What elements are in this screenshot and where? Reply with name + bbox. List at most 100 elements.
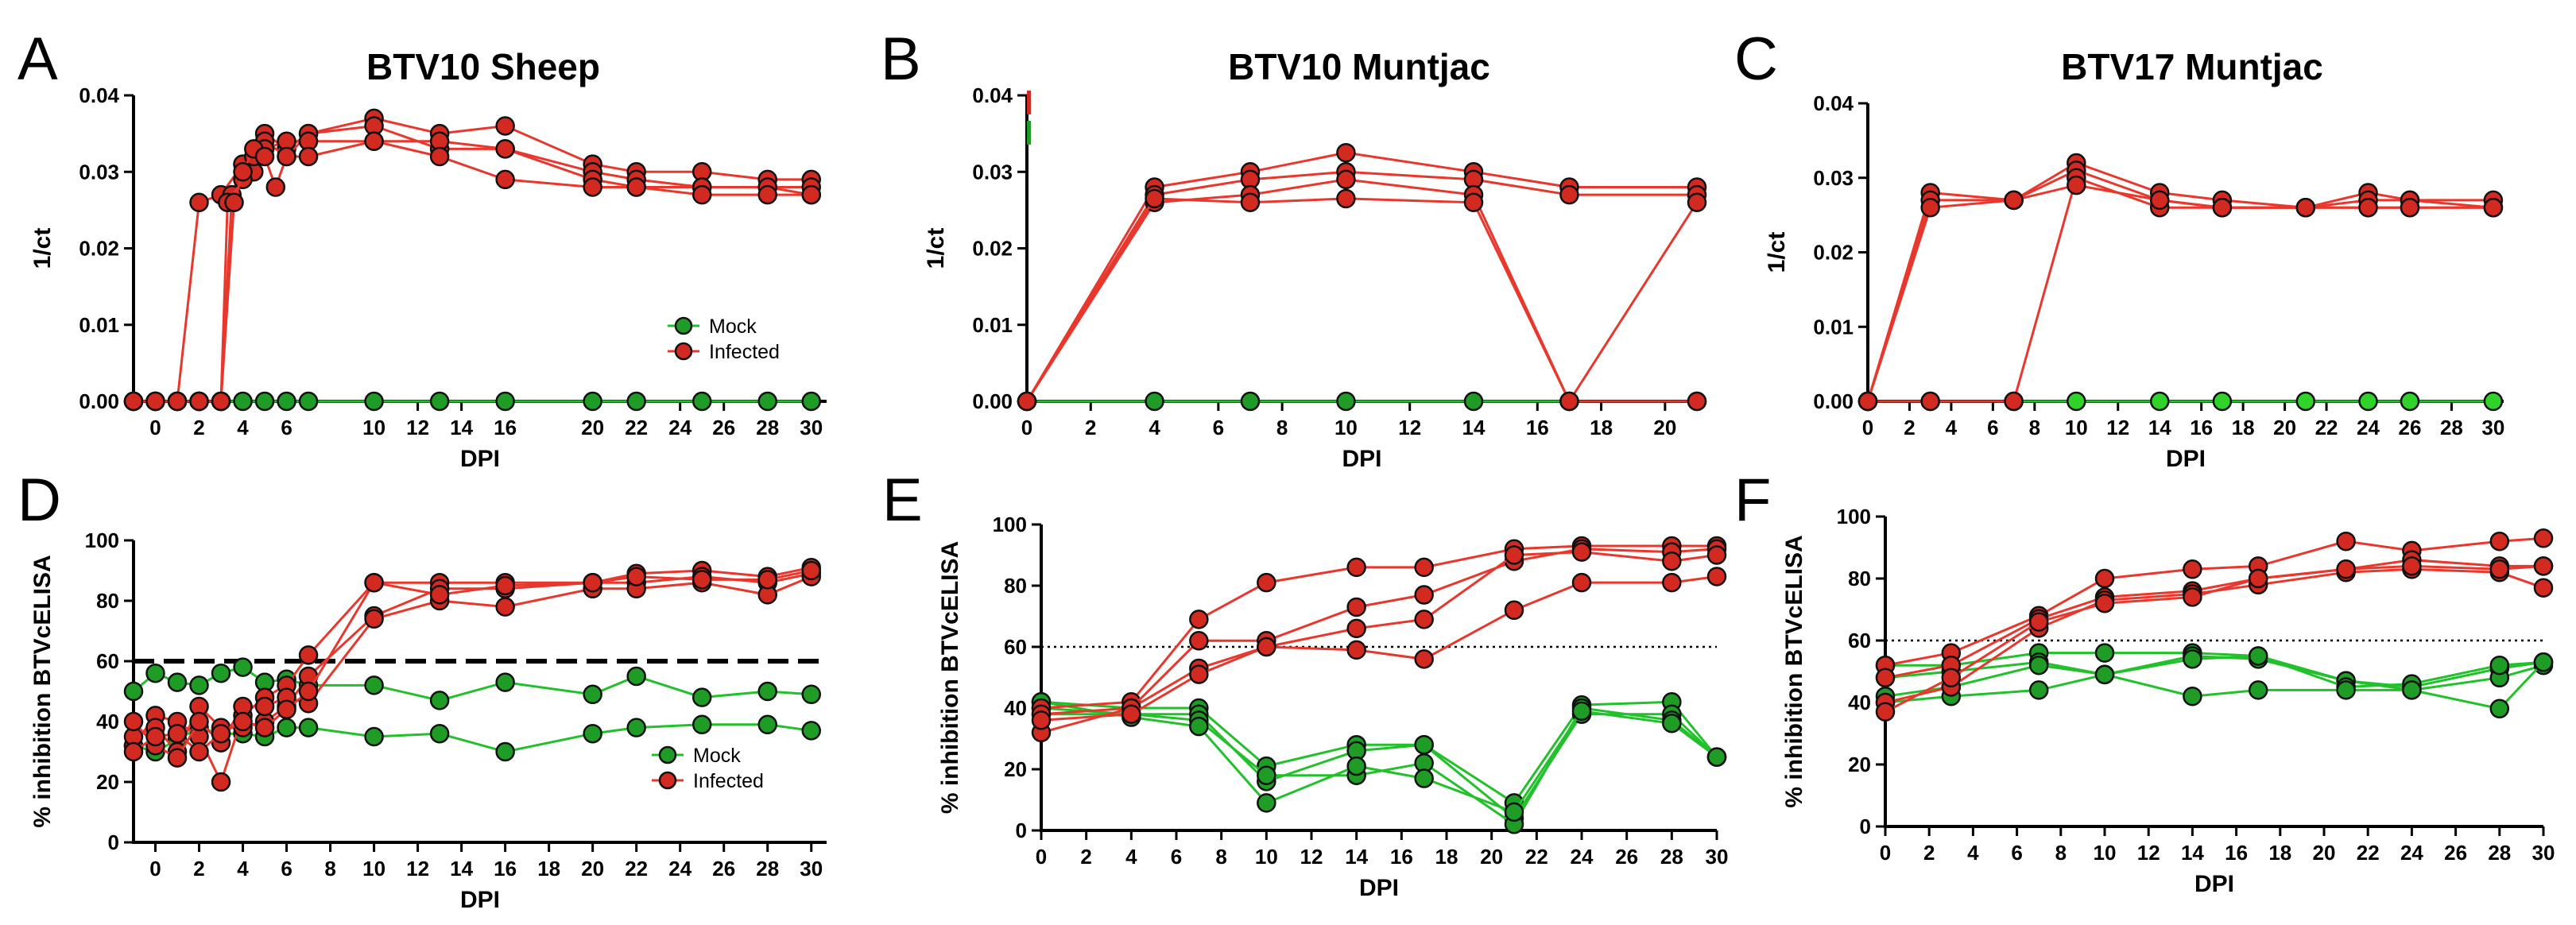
data-point xyxy=(1463,391,1484,412)
data-point xyxy=(801,391,821,412)
legend-marker xyxy=(658,771,677,790)
data-point xyxy=(1662,714,1682,733)
data-point xyxy=(691,184,712,205)
panel-letter: A xyxy=(17,25,58,93)
series-line xyxy=(1041,706,1718,826)
x-tick-label: 28 xyxy=(756,857,779,880)
data-point xyxy=(211,663,231,683)
data-point xyxy=(2067,175,2086,195)
series-line xyxy=(1885,559,2543,679)
series-line xyxy=(1885,654,2544,698)
data-point xyxy=(2400,198,2420,218)
x-tick-label: 30 xyxy=(800,416,823,439)
legend-marker xyxy=(674,316,693,335)
data-point xyxy=(123,711,144,732)
data-point xyxy=(2483,198,2504,218)
series-line xyxy=(1040,706,1718,820)
y-tick-label: 60 xyxy=(96,649,119,673)
data-point xyxy=(1346,640,1366,660)
x-tick-label: 26 xyxy=(2444,841,2467,865)
x-tick-label: 4 xyxy=(237,857,249,880)
x-tick-label: 4 xyxy=(1946,416,1958,439)
y-axis-title: 1/ct xyxy=(1764,232,1790,273)
data-point xyxy=(364,726,384,747)
data-point xyxy=(1257,793,1276,813)
data-point xyxy=(298,718,319,737)
data-point xyxy=(233,711,253,732)
x-tick-label: 14 xyxy=(1345,845,1368,869)
y-tick-label: 100 xyxy=(85,528,119,552)
data-point xyxy=(277,699,296,720)
data-point xyxy=(1687,192,1707,212)
series-infected xyxy=(1017,169,1707,412)
data-point xyxy=(1414,585,1434,605)
data-point xyxy=(123,681,144,702)
series-line xyxy=(1866,184,2493,402)
data-point xyxy=(691,714,712,735)
data-point xyxy=(1662,551,1682,571)
data-point xyxy=(1414,649,1434,669)
series-line xyxy=(1885,567,2544,704)
data-point xyxy=(364,391,384,412)
y-tick-label: 0.00 xyxy=(1813,389,1854,413)
y-tick-label: 20 xyxy=(96,770,119,794)
data-point xyxy=(1559,391,1579,412)
x-tick-label: 10 xyxy=(2065,416,2088,439)
data-point xyxy=(757,391,777,412)
data-point xyxy=(495,597,515,617)
data-point xyxy=(233,657,253,677)
data-point xyxy=(167,672,188,692)
x-tick-label: 16 xyxy=(494,416,517,439)
x-tick-label: 0 xyxy=(1862,416,1873,439)
x-tick-label: 10 xyxy=(362,857,385,880)
x-tick-label: 22 xyxy=(2357,841,2380,865)
data-point xyxy=(626,567,646,586)
x-tick-label: 26 xyxy=(2399,416,2422,439)
x-tick-label: 18 xyxy=(2268,841,2291,865)
data-point xyxy=(1336,169,1356,190)
data-point xyxy=(1571,572,1592,593)
data-point xyxy=(189,711,209,732)
y-tick-label: 100 xyxy=(993,513,1027,536)
data-point xyxy=(2004,190,2024,211)
data-point xyxy=(1571,542,1592,562)
x-tick-label: 22 xyxy=(625,857,648,880)
data-point xyxy=(1336,391,1356,412)
data-point xyxy=(2028,680,2049,700)
data-point xyxy=(429,391,450,412)
data-point xyxy=(265,177,286,197)
data-point xyxy=(2094,568,2115,589)
series-line xyxy=(1040,700,1718,805)
x-tick-label: 8 xyxy=(2055,841,2067,865)
data-point xyxy=(626,391,646,412)
data-point xyxy=(233,391,253,412)
data-point xyxy=(364,572,384,593)
x-tick-label: 4 xyxy=(1149,416,1160,439)
data-point xyxy=(626,718,646,737)
x-tick-label: 20 xyxy=(2273,416,2296,439)
data-point xyxy=(1189,610,1209,629)
series-line xyxy=(1025,178,1699,404)
data-point xyxy=(254,391,275,412)
data-point xyxy=(495,391,515,412)
data-point xyxy=(2489,559,2510,579)
x-tick-label: 6 xyxy=(281,857,292,880)
data-point xyxy=(2358,198,2378,218)
x-tick-label: 16 xyxy=(494,857,517,880)
x-tick-label: 24 xyxy=(668,857,691,880)
data-point xyxy=(2094,643,2115,663)
data-point xyxy=(691,391,712,412)
panel-letter: C xyxy=(1734,25,1778,93)
x-tick-label: 2 xyxy=(1923,841,1935,865)
data-point xyxy=(2212,198,2233,218)
series-infected xyxy=(1875,556,2554,722)
data-point xyxy=(1240,192,1261,212)
data-point xyxy=(626,666,646,687)
data-point xyxy=(1504,600,1524,621)
x-tick-label: 12 xyxy=(1398,416,1421,439)
x-tick-label: 26 xyxy=(712,416,735,439)
series-infected xyxy=(1857,175,2504,412)
